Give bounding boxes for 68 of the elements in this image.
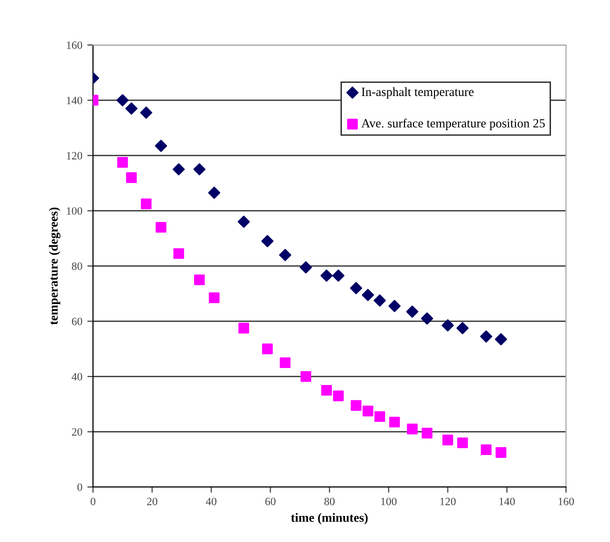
point [140,106,152,119]
x-tick-label: 0 [90,498,96,506]
point [194,274,205,286]
y-tick-label: 80 [72,262,82,270]
point [279,248,292,262]
y-tick-label: 40 [72,372,82,380]
point [457,437,468,448]
y-tick-label: 0 [77,483,82,491]
point [125,102,138,115]
point [389,416,400,428]
x-tick-label: 80 [324,498,335,506]
y-tick-label: 60 [72,318,82,326]
x-axis-title: time (minutes) [290,513,368,524]
point [262,344,273,354]
legend-label: Ave. surface temperature position 25 [361,118,545,130]
point [362,406,374,416]
x-tick-label: 20 [147,498,158,506]
point [350,282,362,294]
point [238,216,250,228]
point [406,424,418,434]
point [154,140,168,152]
y-tick-label: 160 [66,41,82,49]
point [422,428,432,438]
point [406,306,418,318]
point [261,235,274,248]
x-tick-label: 160 [558,498,574,506]
point [480,444,492,456]
point [480,330,492,343]
point [332,270,344,282]
point [496,447,506,458]
y-tick-label: 120 [66,152,82,160]
point [300,371,312,382]
legend-label: In-asphalt temperature [362,87,474,99]
point [280,357,291,368]
x-tick-label: 140 [500,498,515,506]
point [362,288,374,302]
point [320,270,333,282]
point [300,261,312,274]
point [156,222,166,233]
point [456,322,469,334]
y-tick-label: 20 [72,428,82,436]
x-tick-label: 40 [206,498,216,506]
point [172,163,185,176]
x-tick-label: 60 [265,498,276,506]
point [208,186,220,199]
point [126,172,137,183]
point [374,411,386,422]
y-tick-label: 140 [66,96,82,104]
point [140,198,152,210]
point [238,322,250,334]
point [321,384,332,396]
point [173,248,184,259]
y-tick-label: 100 [66,207,82,215]
x-tick-label: 100 [381,498,397,506]
point [333,390,344,402]
y-axis-title: temperature (degrees) [48,208,60,325]
point [442,319,454,332]
point [442,434,454,446]
point [116,94,129,106]
point [388,300,401,312]
x-tick-label: 120 [440,498,456,506]
point [420,312,434,325]
point [350,400,362,411]
point [494,333,508,346]
point [208,292,220,304]
point [193,163,206,176]
point [117,157,128,168]
point [374,294,386,307]
